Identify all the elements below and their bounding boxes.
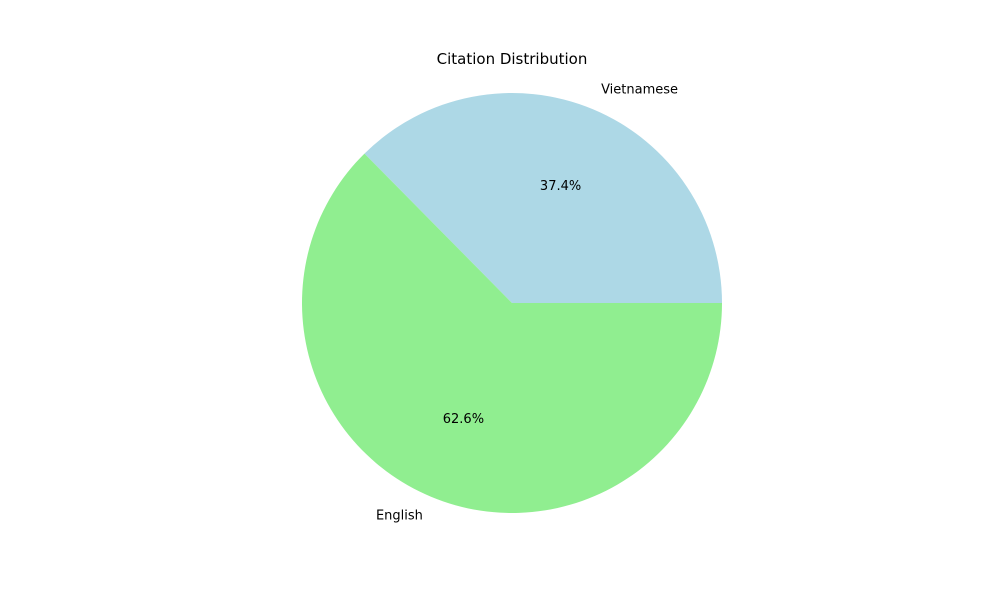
pie-slice-english <box>302 153 722 513</box>
chart-title: Citation Distribution <box>437 50 588 68</box>
pct-label-english: 62.6% <box>443 412 484 427</box>
slices-layer <box>302 93 722 513</box>
labels-layer: Vietnamese 37.4% English 62.6% <box>376 82 678 523</box>
slice-label-english: English <box>376 509 423 524</box>
pct-label-vietnamese: 37.4% <box>540 179 581 194</box>
pie-slice-vietnamese <box>364 93 722 304</box>
slice-label-vietnamese: Vietnamese <box>601 82 678 97</box>
